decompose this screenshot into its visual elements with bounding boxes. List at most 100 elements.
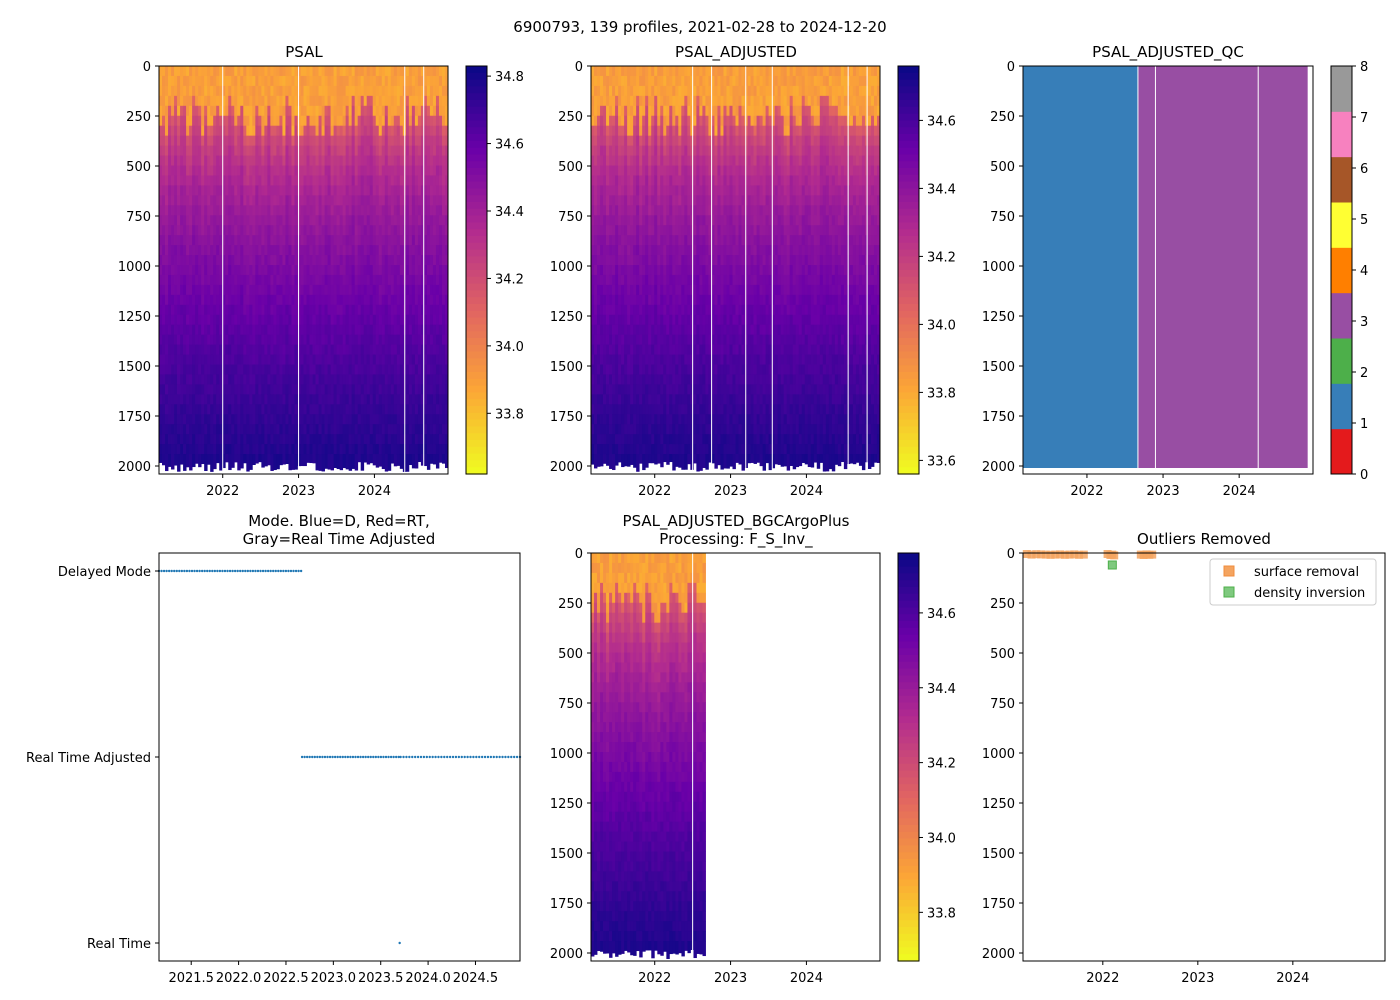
- heatmap-cell: [369, 364, 374, 375]
- heatmap-cell: [591, 215, 595, 226]
- heatmap-cell: [345, 424, 350, 435]
- heatmap-cell: [591, 414, 595, 425]
- heatmap-cell: [624, 215, 628, 226]
- heatmap-cell: [360, 314, 365, 326]
- heatmap-cell: [174, 265, 178, 276]
- heatmap-cell: [216, 75, 220, 87]
- heatmap-cell: [207, 314, 211, 326]
- heatmap-cell: [381, 245, 386, 256]
- heatmap-cell: [216, 105, 220, 117]
- heatmap-cell: [411, 165, 416, 176]
- heatmap-cell: [615, 175, 619, 186]
- heatmap-cell: [351, 394, 356, 405]
- heatmap-cell: [381, 394, 386, 405]
- heatmap-cell: [357, 75, 362, 87]
- heatmap-cell: [159, 265, 163, 276]
- heatmap-cell: [297, 225, 301, 236]
- heatmap-cell: [624, 195, 628, 206]
- heatmap-cell: [363, 165, 368, 176]
- heatmap-cell: [414, 95, 419, 107]
- heatmap-cell: [282, 165, 286, 176]
- heatmap-cell: [633, 384, 637, 395]
- heatmap-cell: [255, 125, 259, 137]
- heatmap-cell: [426, 374, 431, 385]
- heatmap-cell: [351, 125, 356, 137]
- heatmap-cell: [444, 215, 449, 226]
- heatmap-cell: [276, 195, 280, 206]
- heatmap-cell: [189, 354, 193, 365]
- heatmap-cell: [216, 145, 220, 157]
- heatmap-cell: [606, 394, 610, 405]
- heatmap-cell: [243, 434, 247, 445]
- heatmap-cell: [348, 394, 353, 405]
- heatmap-cell: [267, 195, 271, 206]
- heatmap-cell: [177, 414, 181, 425]
- heatmap-cell: [207, 145, 211, 157]
- heatmap-cell: [366, 235, 371, 246]
- heatmap-cell: [369, 324, 374, 336]
- heatmap-cell: [393, 105, 398, 117]
- heatmap-cell: [603, 414, 607, 425]
- heatmap-cell: [336, 284, 341, 296]
- heatmap-cell: [300, 105, 304, 117]
- heatmap-cell: [408, 344, 413, 356]
- heatmap-cell: [414, 444, 419, 455]
- heatmap-cell: [378, 85, 383, 97]
- heatmap-cell: [336, 334, 341, 346]
- heatmap-cell: [609, 225, 613, 236]
- heatmap-cell: [597, 195, 601, 206]
- heatmap-cell: [186, 384, 190, 395]
- heatmap-cell: [285, 384, 289, 395]
- heatmap-cell: [435, 165, 440, 176]
- heatmap-cell: [414, 324, 419, 336]
- heatmap-cell: [324, 394, 328, 405]
- heatmap-cell: [660, 434, 664, 445]
- heatmap-cell: [645, 215, 649, 226]
- heatmap-cell: [201, 324, 205, 336]
- heatmap-cell: [321, 364, 325, 375]
- heatmap-cell: [438, 255, 443, 266]
- heatmap-cell: [372, 354, 377, 365]
- heatmap-cell: [615, 185, 619, 196]
- heatmap-cell: [297, 255, 301, 266]
- heatmap-cell: [636, 85, 640, 97]
- heatmap-cell: [654, 85, 658, 97]
- heatmap-cell: [321, 175, 325, 186]
- heatmap-cell: [201, 294, 205, 306]
- heatmap-cell: [159, 66, 163, 77]
- heatmap-cell: [321, 394, 325, 405]
- heatmap-cell: [183, 334, 187, 346]
- heatmap-cell: [393, 374, 398, 385]
- heatmap-cell: [270, 105, 274, 117]
- heatmap-cell: [189, 334, 193, 346]
- heatmap-cell: [651, 284, 655, 296]
- heatmap-cell: [390, 364, 395, 375]
- heatmap-cell: [618, 274, 622, 286]
- heatmap-cell: [666, 314, 670, 326]
- heatmap-cell: [624, 95, 628, 107]
- heatmap-cell: [399, 344, 404, 356]
- heatmap-cell: [252, 185, 256, 196]
- heatmap-cell: [348, 125, 353, 137]
- heatmap-cell: [207, 444, 211, 455]
- heatmap-cell: [279, 175, 283, 186]
- heatmap-cell: [642, 324, 646, 336]
- heatmap-cell: [303, 434, 307, 445]
- heatmap-cell: [279, 185, 283, 196]
- heatmap-cell: [654, 165, 658, 176]
- heatmap-cell: [609, 175, 613, 186]
- heatmap-cell: [273, 235, 277, 246]
- heatmap-cell: [291, 155, 295, 166]
- axis-ytick-label: 250: [126, 110, 151, 125]
- heatmap-cell: [246, 66, 250, 77]
- heatmap-cell: [276, 324, 280, 336]
- heatmap-cell: [174, 115, 178, 127]
- heatmap-cell: [603, 394, 607, 405]
- heatmap-cell: [222, 424, 226, 435]
- heatmap-cell: [195, 165, 199, 176]
- heatmap-cell: [372, 374, 377, 385]
- heatmap-cell: [390, 115, 395, 127]
- heatmap-cell: [276, 444, 280, 455]
- heatmap-cell: [225, 284, 229, 296]
- heatmap-cell: [348, 444, 353, 455]
